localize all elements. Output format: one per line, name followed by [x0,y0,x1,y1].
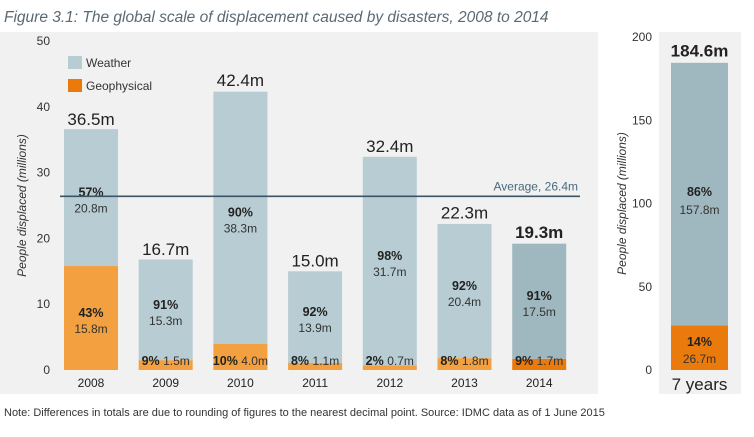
bar-total-label: 32.4m [366,137,413,156]
geophysical-inline-label: 10% 4.0m [213,354,268,368]
geophysical-percent-label: 2% [366,354,388,368]
bar-geophysical [362,365,417,370]
bar-weather [671,62,728,326]
geophysical-inline-label: 8% 1.1m [291,354,339,368]
weather-value-label: 20.8m [74,202,107,216]
y-axis-label: People displaced (millions) [615,132,629,275]
x-tick-label: 2014 [526,376,553,390]
bar-total-label: 19.3m [515,223,563,242]
geophysical-inline-label: 9% 1.7m [515,354,563,368]
y-tick-label: 50 [639,280,653,294]
bar-weather [512,243,567,359]
average-label: Average, 26.4m [494,179,579,193]
bar-total-label: 184.6m [671,42,729,61]
geophysical-percent-label: 8% [291,354,313,368]
source-note: Note: Differences in totals are due to r… [4,407,605,419]
bar-geophysical [512,358,567,370]
weather-percent-label: 98% [377,249,402,263]
x-tick-label: 2008 [78,376,105,390]
y-tick-label: 100 [632,197,652,211]
bar-total-label: 15.0m [291,251,338,270]
x-tick-label: 2010 [227,376,254,390]
geophysical-value-label: 1.1m [313,354,340,368]
weather-value-label: 31.7m [373,265,406,279]
legend-swatch-weather [68,56,82,69]
bar-total-label: 22.3m [441,203,488,222]
weather-value-label: 20.4m [448,295,481,309]
bar-total-label: 16.7m [142,240,189,259]
y-axis-label: People displaced (millions) [15,134,29,277]
x-tick-label: 7 years [672,375,728,394]
weather-percent-label: 86% [687,185,712,199]
geophysical-inline-label: 8% 1.8m [440,354,488,368]
geophysical-percent-label: 9% [142,354,164,368]
y-tick-label: 200 [632,30,652,44]
geophysical-percent-label: 9% [515,354,537,368]
geophysical-inline-label: 2% 0.7m [366,354,414,368]
legend-label-weather: Weather [86,56,131,70]
seven-year-chart: 0 50 100 150 200 People displaced (millions) 1… [615,30,741,394]
geophysical-value-label: 1.5m [163,354,190,368]
bar-geophysical [437,358,492,370]
bar-geophysical [213,343,268,370]
y-tick-label: 20 [37,231,51,245]
geophysical-inline-label: 9% 1.5m [142,354,190,368]
bar-weather [213,91,268,344]
geophysical-percent-label: 14% [687,335,712,349]
weather-percent-label: 92% [452,279,477,293]
weather-percent-label: 91% [527,289,552,303]
geophysical-value-label: 0.7m [387,354,414,368]
y-tick-label: 50 [37,34,51,48]
weather-percent-label: 90% [228,206,253,220]
geophysical-value-label: 1.7m [537,354,564,368]
geophysical-value-label: 4.0m [241,354,268,368]
geophysical-value-label: 15.8m [74,322,107,336]
bar-geophysical [288,362,343,370]
geophysical-percent-label: 10% [213,354,242,368]
weather-percent-label: 92% [303,305,328,319]
weather-value-label: 38.3m [224,222,257,236]
geophysical-value-label: 1.8m [462,354,489,368]
y-tick-label: 30 [37,166,51,180]
geophysical-percent-label: 43% [78,306,103,320]
weather-percent-label: 57% [78,186,103,200]
bar-weather [138,259,193,361]
x-tick-label: 2009 [152,376,179,390]
bar-geophysical [64,266,118,370]
weather-value-label: 13.9m [298,321,331,335]
geophysical-percent-label: 8% [440,354,462,368]
legend-label-geophysical: Geophysical [86,79,152,93]
bar-weather [64,129,118,267]
x-tick-label: 2013 [451,376,478,390]
weather-value-label: 15.3m [149,314,182,328]
x-tick-label: 2011 [302,376,328,390]
bar-geophysical [671,325,728,370]
y-tick-label: 0 [645,363,652,377]
weather-value-label: 157.8m [679,203,719,217]
main-chart: 0 10 20 30 40 50 People displaced (millions) 36… [15,34,580,390]
y-tick-label: 150 [632,113,652,127]
bar-weather [362,156,417,366]
bar-weather [288,271,343,363]
weather-value-label: 17.5m [523,305,556,319]
x-tick-label: 2012 [376,376,403,390]
bar-total-label: 42.4m [217,71,264,90]
weather-percent-label: 91% [153,298,178,312]
bar-total-label: 36.5m [67,110,114,129]
bar-geophysical [138,360,193,370]
bar-weather [437,223,492,359]
y-tick-label: 0 [43,363,50,377]
geophysical-value-label: 26.7m [683,352,716,366]
figure-title: Figure 3.1: The global scale of displace… [4,9,549,26]
y-tick-label: 10 [37,297,51,311]
y-tick-label: 40 [37,100,51,114]
legend-swatch-geophysical [68,79,82,92]
